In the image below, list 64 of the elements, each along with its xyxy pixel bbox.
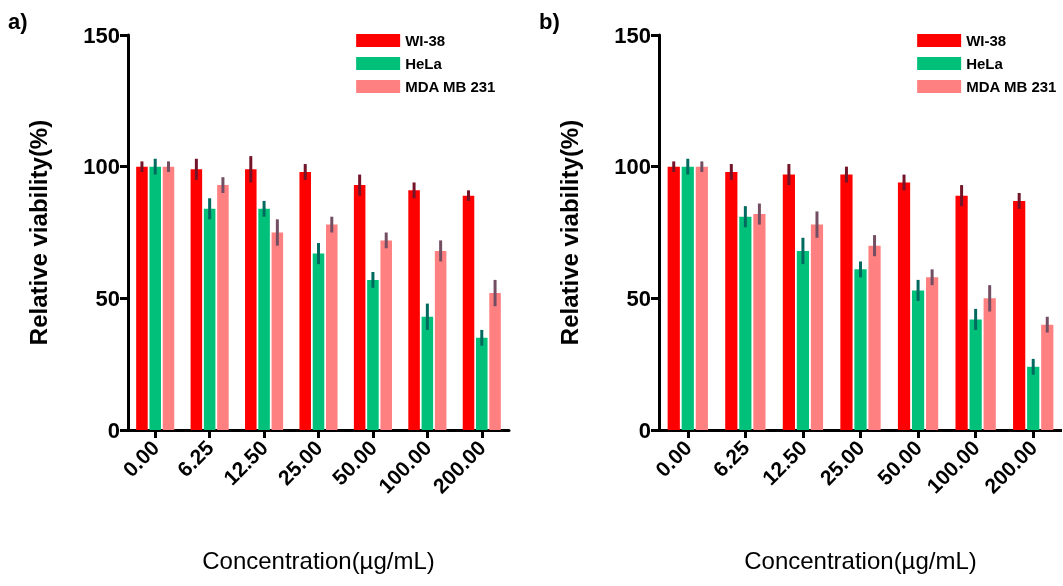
bar (434, 250, 447, 430)
bar (462, 195, 475, 430)
bar (983, 298, 996, 430)
bar (326, 224, 338, 430)
legend-label: HeLa (966, 55, 1004, 72)
bar (810, 224, 824, 430)
bar (162, 166, 175, 430)
bar (312, 253, 325, 430)
bar (868, 245, 881, 430)
y-tick-label: 150 (614, 22, 651, 48)
bar (421, 316, 434, 430)
bar (353, 185, 366, 430)
bar (911, 290, 925, 430)
bar (203, 208, 216, 430)
bar (271, 232, 284, 430)
bar (367, 279, 379, 430)
y-axis-title: Relative viability(%) (24, 119, 52, 346)
bar (190, 169, 203, 430)
bar (840, 174, 853, 430)
bar (1013, 200, 1026, 430)
bar (796, 250, 810, 430)
bar (969, 319, 982, 430)
text: a) (8, 8, 28, 34)
bar (695, 166, 708, 430)
bar (217, 185, 229, 430)
legend-label: HeLa (405, 55, 443, 72)
bar (926, 277, 939, 430)
bar (258, 208, 270, 430)
legend-label: WI-38 (966, 32, 1007, 49)
y-tick-label: 100 (83, 154, 120, 180)
x-tick-label: 0.00 (118, 435, 164, 482)
y-tick-label: 0 (638, 417, 651, 443)
bar (782, 174, 795, 430)
legend-label: WI-38 (405, 32, 446, 49)
bar (1041, 324, 1054, 430)
text: b) (539, 8, 560, 34)
y-axis-title: Relative viability(%) (555, 119, 583, 346)
bar (1027, 366, 1040, 430)
bar (149, 166, 161, 430)
x-axis-title: Concentration(µg/mL) (202, 546, 435, 574)
bar (667, 166, 680, 430)
bar (753, 214, 766, 430)
bar (136, 166, 148, 430)
bar (955, 195, 968, 430)
legend-label: MDA MB 231 (966, 78, 1057, 95)
bar (476, 337, 488, 430)
legend-label: MDA MB 231 (405, 78, 496, 95)
y-tick-label: 150 (83, 22, 120, 48)
bar (897, 182, 911, 430)
y-tick-label: 50 (95, 285, 120, 311)
bar (489, 293, 501, 430)
bar (245, 169, 257, 430)
y-tick-label: 0 (107, 417, 120, 443)
bar (408, 190, 420, 430)
y-tick-label: 100 (614, 154, 651, 180)
x-axis-title: Concentration(µg/mL) (744, 546, 977, 574)
bar (854, 269, 867, 430)
bar (739, 216, 752, 430)
bar (299, 171, 311, 430)
bar (380, 240, 392, 430)
x-tick-label: 0.00 (650, 435, 696, 482)
bar (725, 171, 738, 430)
y-tick-label: 50 (626, 285, 651, 311)
bar (681, 166, 694, 430)
